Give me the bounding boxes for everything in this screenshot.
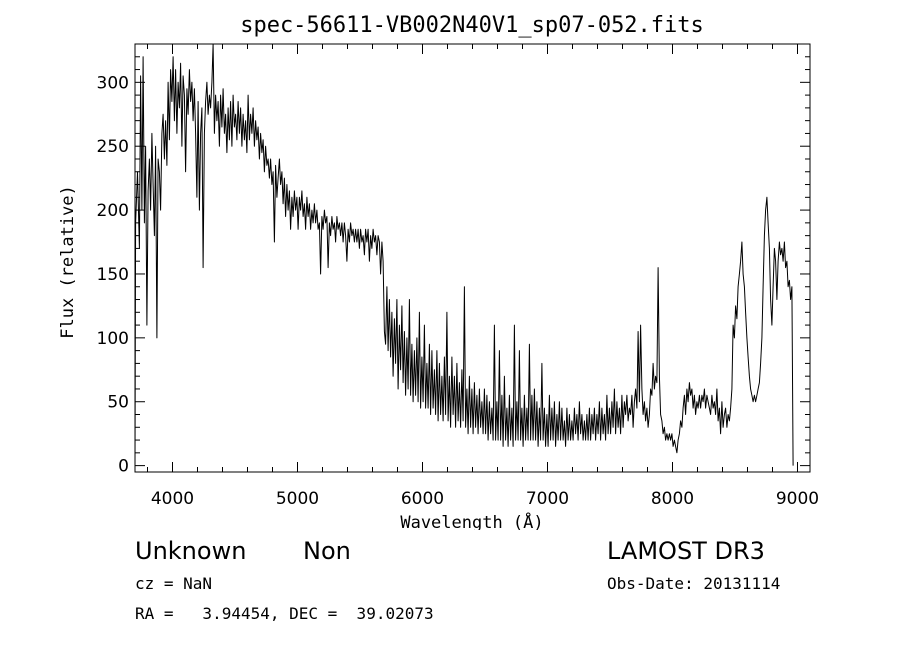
x-axis-ticks xyxy=(147,44,798,472)
chart-title: spec-56611-VB002N40V1_sp07-052.fits xyxy=(240,13,704,38)
sky-coordinates: RA = 3.94454, DEC = 39.02073 xyxy=(135,604,434,623)
y-tick-label: 150 xyxy=(97,265,129,285)
x-tick-label: 5000 xyxy=(276,489,319,509)
y-tick-label: 300 xyxy=(97,73,129,93)
y-tick-label: 0 xyxy=(118,457,129,477)
x-tick-label: 4000 xyxy=(151,489,194,509)
x-axis-tick-labels: 4000 5000 6000 7000 8000 9000 xyxy=(151,489,819,509)
x-tick-label: 8000 xyxy=(651,489,694,509)
x-tick-label: 7000 xyxy=(526,489,569,509)
survey-name: LAMOST DR3 xyxy=(607,537,765,565)
y-axis-label: Flux (relative) xyxy=(58,185,78,339)
x-tick-label: 6000 xyxy=(401,489,444,509)
y-tick-label: 200 xyxy=(97,201,129,221)
y-tick-label: 50 xyxy=(107,393,129,413)
spectrum-chart: spec-56611-VB002N40V1_sp07-052.fits 4000… xyxy=(58,13,819,530)
observation-date: Obs-Date: 20131114 xyxy=(607,574,781,593)
redshift-value: cz = NaN xyxy=(135,574,213,593)
object-subclass: Non xyxy=(303,537,351,565)
x-axis-label: Wavelength (Å) xyxy=(400,511,543,530)
spectrum-line xyxy=(134,43,794,466)
object-class: Unknown xyxy=(135,537,247,565)
y-tick-label: 250 xyxy=(97,137,129,157)
y-tick-label: 100 xyxy=(97,329,129,349)
y-axis-tick-labels: 0 50 100 150 200 250 300 xyxy=(97,73,129,476)
x-tick-label: 9000 xyxy=(776,489,819,509)
